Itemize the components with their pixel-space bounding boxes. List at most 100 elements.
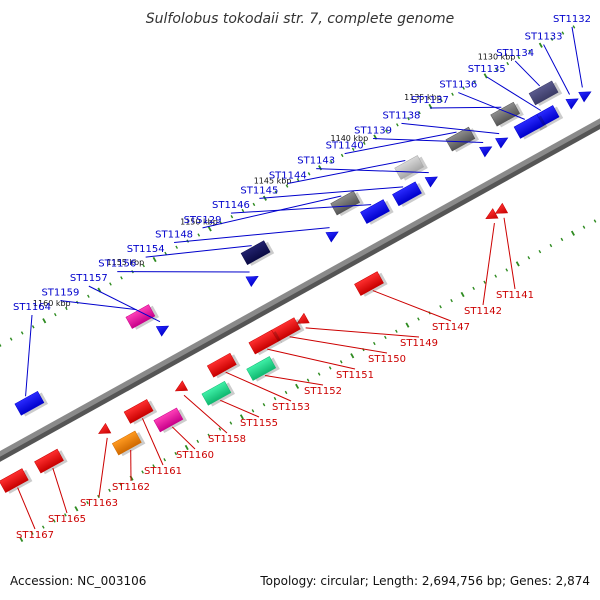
- bottom-track-tick: [163, 458, 167, 462]
- bottom-gene-label[interactable]: ST1158: [208, 434, 246, 445]
- gene-feature[interactable]: [201, 380, 235, 408]
- top-gene-label[interactable]: ST1135: [468, 64, 506, 75]
- gene-feature[interactable]: [528, 79, 563, 107]
- top-gene-label[interactable]: ST1132: [553, 14, 591, 25]
- bottom-track-tick: [218, 427, 222, 431]
- map-title: Sulfolobus tokodaii str. 7, complete gen…: [146, 11, 455, 27]
- gene-feature[interactable]: [394, 154, 428, 182]
- gene-feature[interactable]: [153, 406, 187, 434]
- top-gene-label[interactable]: ST1145: [240, 185, 278, 196]
- top-track-tick: [0, 343, 2, 347]
- bottom-track-tick: [582, 225, 586, 229]
- bottom-track-tick: [273, 396, 277, 401]
- top-gene-label[interactable]: ST1148: [155, 229, 193, 240]
- top-track-tick: [506, 61, 510, 66]
- gene-features: [0, 79, 594, 495]
- top-track-tick: [495, 68, 499, 72]
- gene-feature[interactable]: [294, 312, 310, 328]
- gene-feature[interactable]: [495, 133, 511, 149]
- bottom-gene-label[interactable]: ST1162: [112, 482, 150, 493]
- top-gene-label[interactable]: ST1138: [383, 110, 421, 121]
- gene-feature[interactable]: [14, 390, 48, 418]
- top-gene-label[interactable]: ST1140: [326, 141, 364, 152]
- gene-feature[interactable]: [578, 87, 594, 103]
- bottom-gene-label[interactable]: ST1155: [240, 418, 278, 429]
- gene-feature[interactable]: [479, 142, 495, 158]
- gene-feature[interactable]: [565, 94, 581, 110]
- top-gene-label[interactable]: ST1136: [439, 80, 477, 91]
- gene-feature[interactable]: [360, 198, 394, 226]
- gene-feature[interactable]: [248, 329, 282, 357]
- bottom-track-tick: [505, 268, 509, 272]
- gene-feature[interactable]: [483, 208, 499, 224]
- gene-feature[interactable]: [240, 239, 275, 267]
- gene-feature[interactable]: [123, 398, 158, 426]
- gene-feature[interactable]: [424, 172, 440, 188]
- bottom-track-tick: [152, 464, 155, 468]
- gene-feature[interactable]: [173, 380, 189, 396]
- bottom-gene-label[interactable]: ST1160: [176, 450, 214, 461]
- bottom-gene-label[interactable]: ST1167: [16, 530, 54, 541]
- bottom-gene-label[interactable]: ST1141: [496, 290, 534, 301]
- top-gene-label[interactable]: STS129: [184, 215, 222, 226]
- gene-feature[interactable]: [493, 202, 509, 218]
- bottom-gene-label[interactable]: ST1163: [80, 498, 118, 509]
- bottom-gene-label[interactable]: ST1147: [432, 322, 470, 333]
- bottom-gene-label[interactable]: ST1161: [144, 466, 182, 477]
- bottom-gene-label[interactable]: ST1149: [400, 338, 438, 349]
- kbp-label: 1155 kbp: [107, 258, 145, 267]
- bottom-gene-label[interactable]: ST1165: [48, 514, 86, 525]
- gene-feature[interactable]: [245, 272, 261, 287]
- top-track-tick: [407, 117, 410, 121]
- label-leader: [25, 314, 33, 397]
- bottom-track-tick: [74, 506, 79, 512]
- top-gene-label[interactable]: ST1139: [354, 126, 392, 137]
- bottom-gene-label[interactable]: ST1151: [336, 370, 374, 381]
- label-leader: [482, 223, 495, 306]
- label-leader: [141, 418, 164, 466]
- gene-feature[interactable]: [206, 352, 241, 380]
- bottom-track-tick: [239, 414, 244, 420]
- kbp-label: 1135 kbp: [404, 93, 442, 102]
- label-leader: [287, 159, 406, 185]
- top-gene-label[interactable]: ST1134: [496, 48, 534, 59]
- top-gene-label[interactable]: ST1146: [212, 200, 250, 211]
- gene-feature[interactable]: [330, 190, 364, 218]
- label-leader: [174, 227, 330, 243]
- gene-feature[interactable]: [445, 126, 479, 154]
- gene-feature[interactable]: [111, 430, 146, 458]
- kbp-label: 1160 kbp: [33, 299, 71, 308]
- gene-feature[interactable]: [0, 467, 33, 495]
- bottom-gene-label[interactable]: ST1152: [304, 386, 342, 397]
- top-gene-label[interactable]: ST1143: [297, 156, 335, 167]
- label-leader: [220, 399, 260, 418]
- bottom-track-tick: [395, 329, 398, 333]
- gene-feature[interactable]: [155, 321, 171, 337]
- top-gene-label[interactable]: ST1137: [411, 95, 449, 106]
- bottom-track-tick: [306, 378, 310, 382]
- gene-feature[interactable]: [325, 227, 341, 243]
- gene-feature[interactable]: [246, 355, 280, 383]
- top-gene-label[interactable]: ST1156: [98, 259, 136, 270]
- gene-feature[interactable]: [392, 180, 426, 208]
- gene-feature[interactable]: [96, 422, 112, 438]
- top-track-tick: [164, 251, 167, 256]
- gene-feature[interactable]: [490, 101, 524, 129]
- gene-feature[interactable]: [125, 303, 159, 331]
- top-track-tick: [87, 294, 90, 298]
- gene-feature[interactable]: [354, 270, 388, 298]
- top-track-tick: [528, 49, 532, 54]
- top-gene-label[interactable]: ST1133: [525, 32, 563, 43]
- top-gene-label[interactable]: ST1154: [127, 244, 165, 255]
- top-gene-label[interactable]: ST1164: [13, 302, 51, 313]
- top-gene-label[interactable]: ST1159: [41, 288, 79, 299]
- top-gene-label[interactable]: ST1144: [269, 171, 307, 182]
- gene-feature[interactable]: [513, 113, 548, 141]
- top-track-tick: [175, 245, 179, 249]
- bottom-gene-label[interactable]: ST1150: [368, 354, 406, 365]
- top-gene-label[interactable]: ST1157: [70, 273, 108, 284]
- bottom-gene-label[interactable]: ST1153: [272, 402, 310, 413]
- top-track-tick: [451, 92, 454, 96]
- bottom-gene-label[interactable]: ST1142: [464, 306, 502, 317]
- gene-feature[interactable]: [34, 448, 68, 476]
